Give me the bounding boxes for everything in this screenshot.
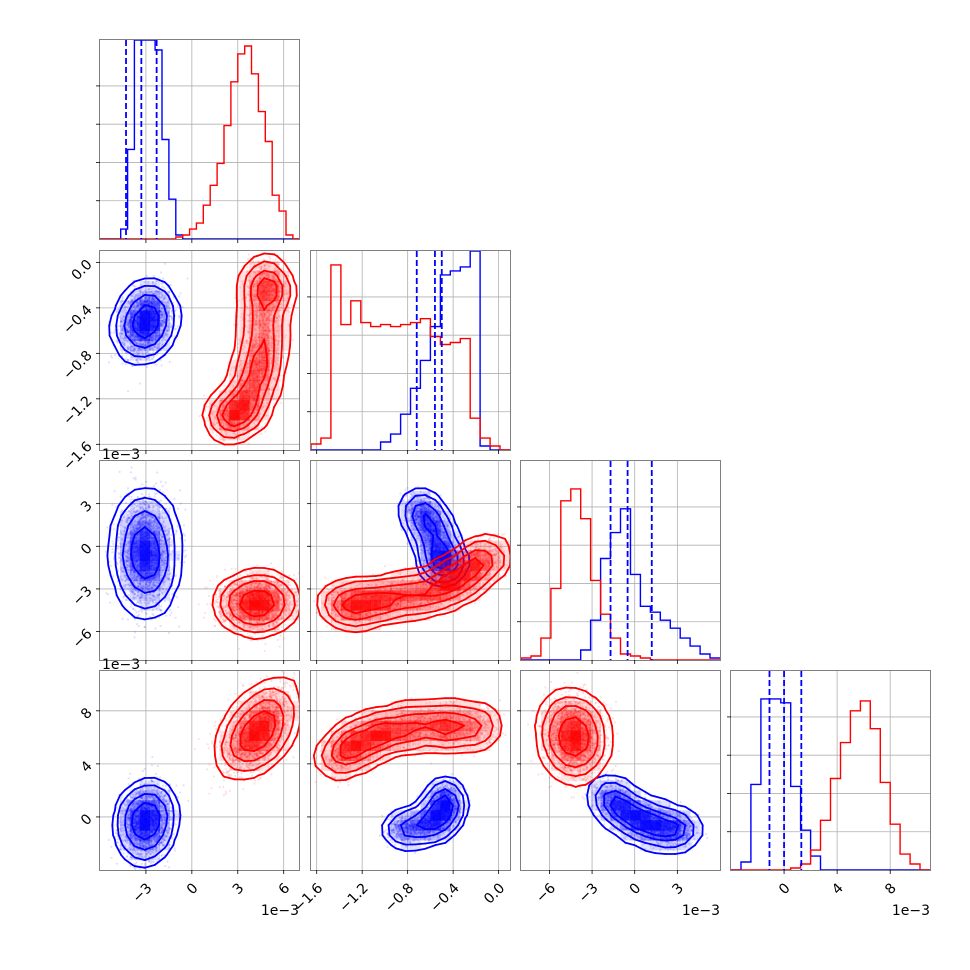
blue-density-cells [590,780,701,851]
x-offset-text: 1e−3 [261,903,299,919]
blue-histogram-step [311,251,510,450]
blue-contours [106,487,184,621]
marginal-histogram [311,251,510,450]
x-tick-label: −6 [533,880,559,906]
panel-frame [520,460,721,661]
y-tick-label: 8 [78,705,96,723]
density-panel [100,251,299,450]
red-density-cells [320,540,510,631]
blue-contours [108,277,183,366]
x-tick-label: −0.8 [382,880,417,915]
x-tick-label: 0 [627,880,645,898]
y-offset-text: 1e−3 [102,657,140,673]
panel-frame [99,39,300,240]
red-contours [211,567,299,641]
tick-labels: −3 0 3 61e−3−1.6 −1.2 −0.8 −0.4 0.0 −6 −3 0 31e−30 4… [60,257,930,919]
y-tick-label: −3 [70,583,96,609]
x-tick-label: 3 [230,880,248,898]
y-tick-label: 0 [78,811,96,829]
red-histogram-step [311,264,510,450]
red-contours [201,252,298,446]
x-tick-label: 6 [276,880,294,898]
panel-frame [520,670,721,871]
panel-frame [99,250,300,451]
x-tick-label: −3 [130,880,156,906]
x-tick-label: 8 [882,880,900,898]
panel-frame [730,670,931,871]
blue-histogram-step [100,40,299,239]
y-offset-text: 1e−3 [102,447,140,463]
blue-histogram-step [521,508,720,660]
density-panel [100,671,299,870]
x-tick-label: −1.2 [336,880,371,915]
marginal-histograms [100,40,930,870]
red-histogram-step [521,488,720,660]
panel-frame [99,460,300,661]
y-tick-label: 3 [78,498,96,516]
y-tick-label: 4 [78,758,96,776]
panel-frame [310,250,511,451]
x-offset-text: 1e−3 [682,903,720,919]
x-tick-label: −0.4 [427,880,462,915]
blue-histogram-step [731,698,930,870]
marginal-histogram [521,461,720,660]
x-tick-label: 0.0 [481,880,508,907]
density-panel [521,671,720,870]
red-histogram-step [731,700,930,870]
panel-frames [96,39,931,874]
panel-frame [310,670,511,871]
density-panel [100,461,299,660]
blue-contours [381,775,471,852]
red-histogram-step [100,45,299,239]
y-tick-label: −6 [70,626,96,652]
y-tick-label: 0.0 [69,257,96,284]
marginal-histogram [100,40,299,239]
blue-density-cells [119,280,170,361]
red-contours [533,686,614,788]
y-tick-label: 0 [78,541,96,559]
x-tick-label: 0 [776,880,794,898]
y-tick-label: −0.4 [60,302,95,337]
density-panel [311,671,510,870]
x-tick-label: 4 [829,880,847,898]
y-tick-label: −0.8 [60,348,95,383]
x-tick-label: −1.6 [291,880,326,915]
panel-frame [310,460,511,661]
y-tick-label: −1.6 [60,439,95,474]
y-tick-label: −1.2 [60,393,95,428]
density-panels [100,251,720,870]
x-tick-label: −3 [576,880,602,906]
blue-contours [111,776,182,869]
blue-contours [586,774,704,855]
red-contours [213,676,299,781]
marginal-histogram [731,671,930,870]
x-offset-text: 1e−3 [892,903,930,919]
red-contours [316,533,510,634]
density-panel [311,461,510,660]
x-tick-label: 3 [669,880,687,898]
x-tick-label: 0 [184,880,202,898]
panel-frame [99,670,300,871]
red-contours [312,697,503,782]
